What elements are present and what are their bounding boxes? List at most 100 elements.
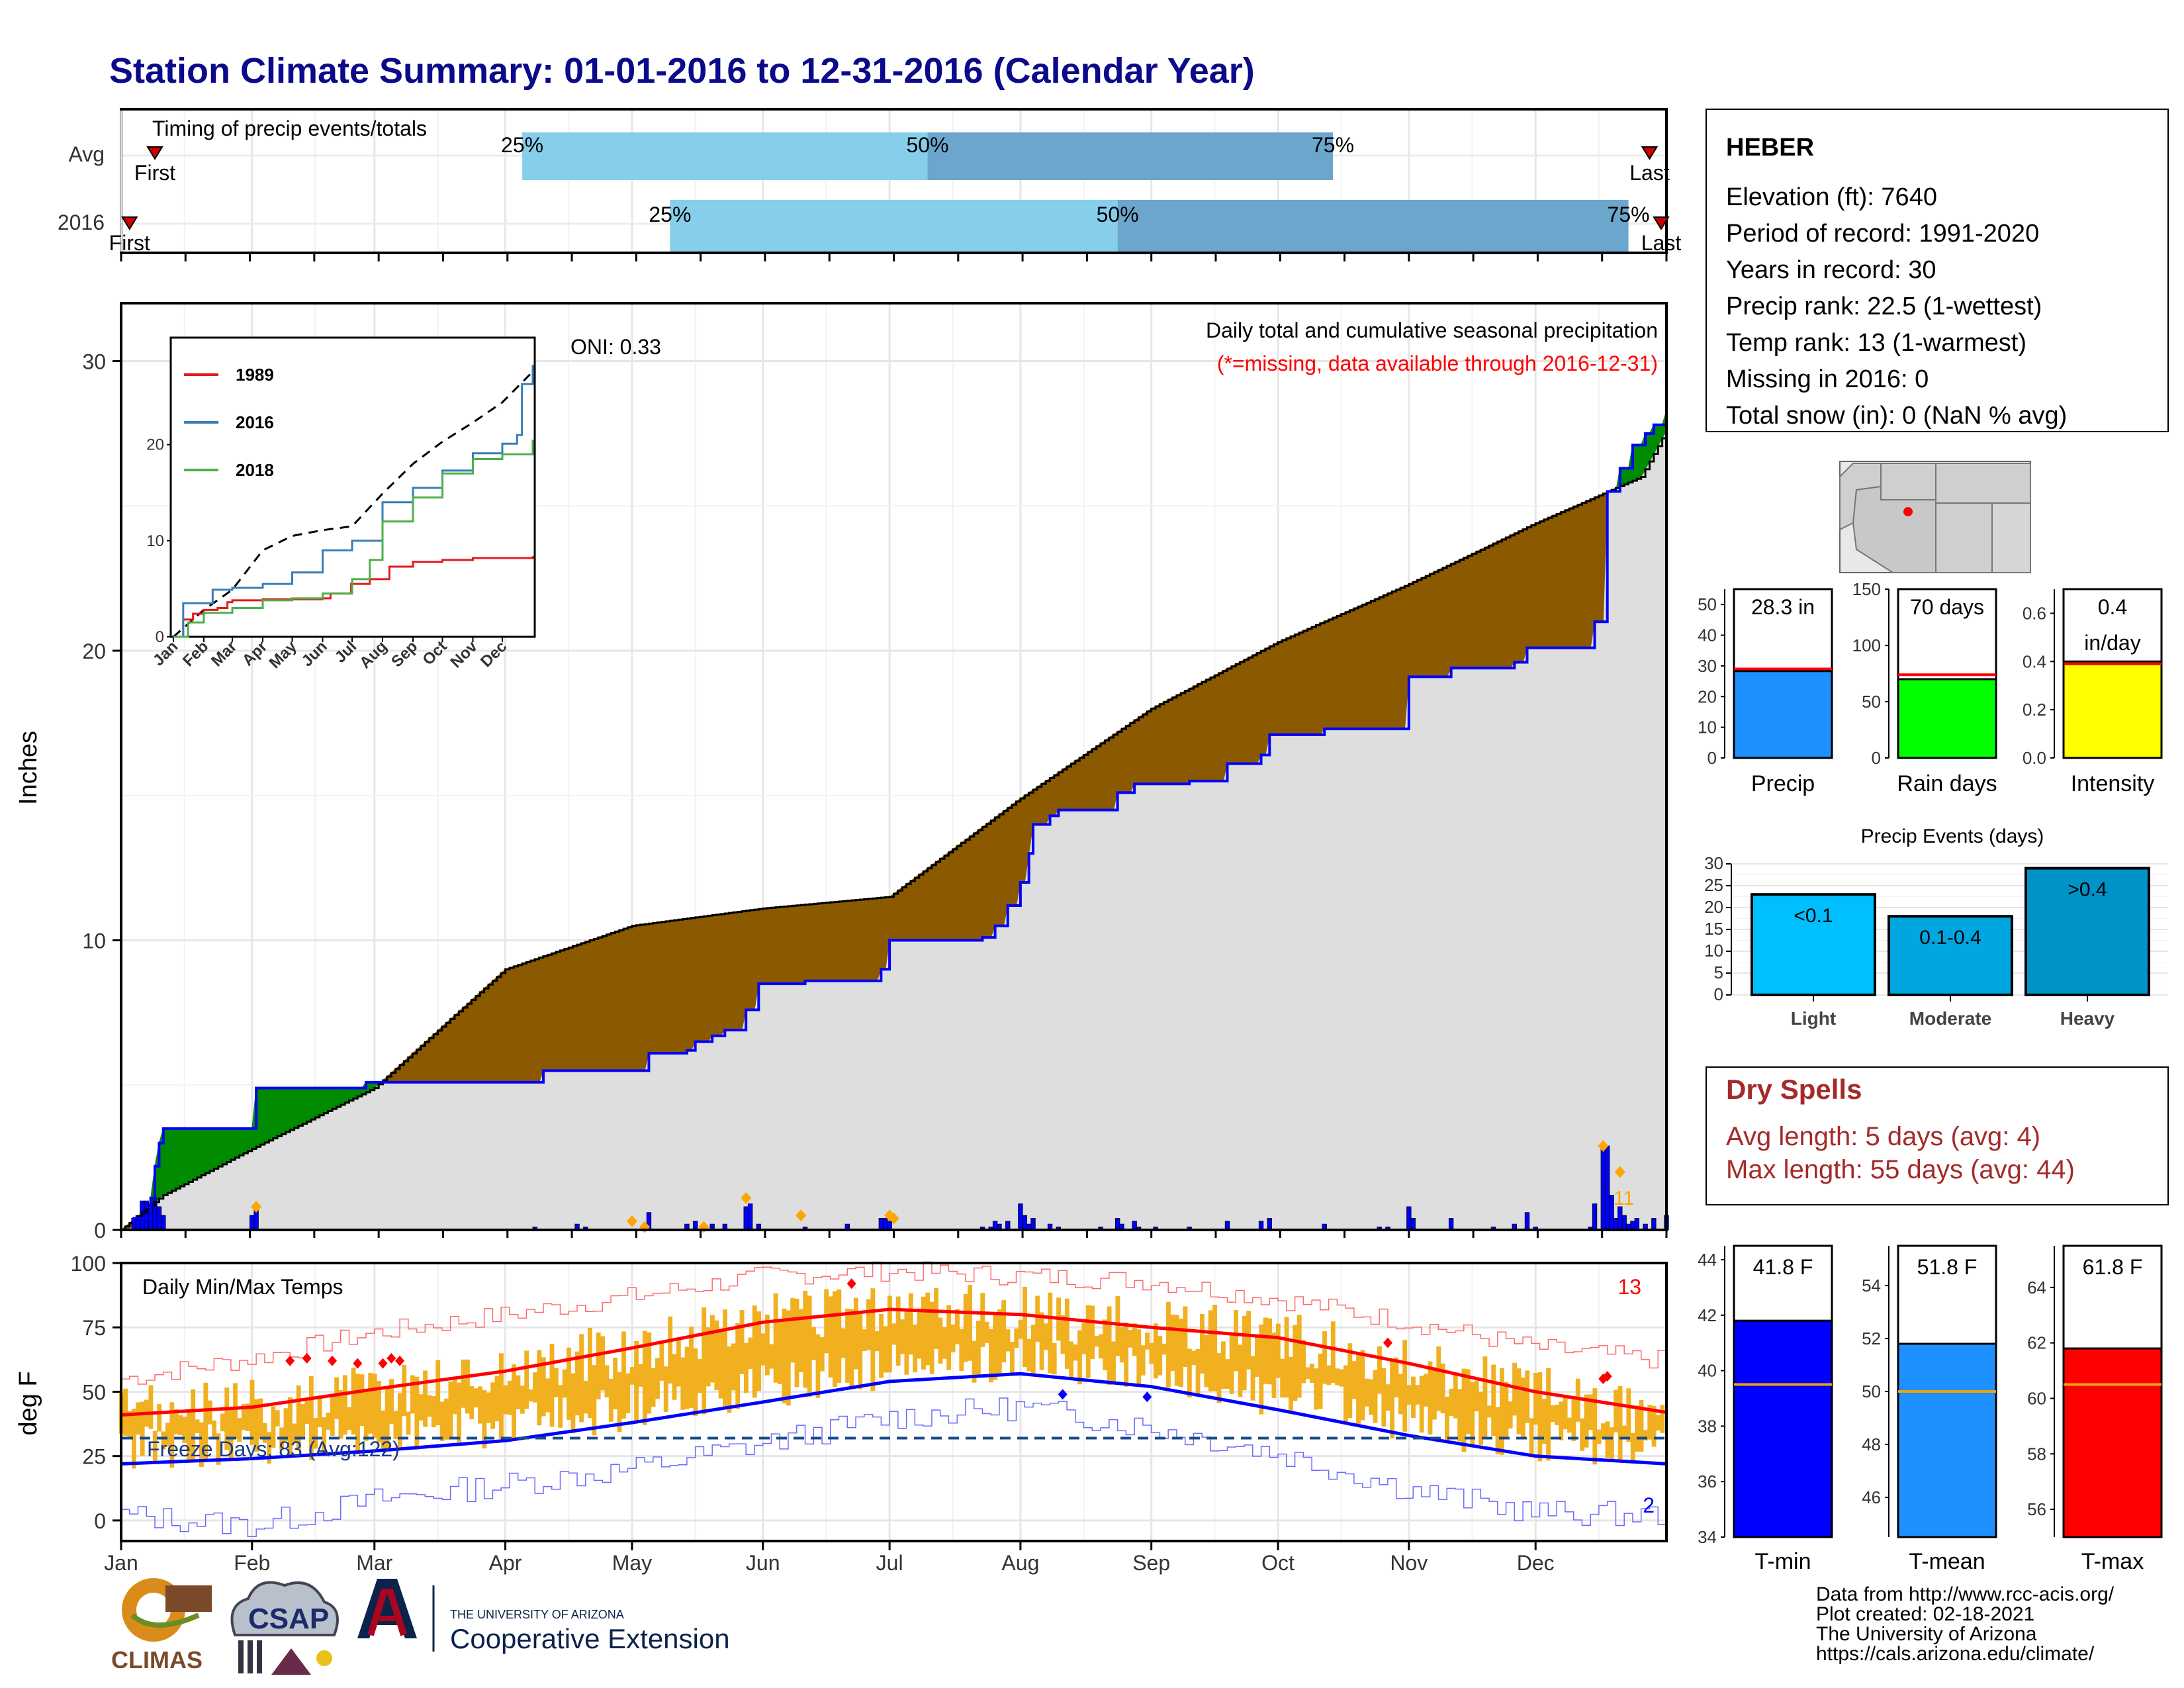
below-normal-area	[1138, 714, 1144, 784]
below-normal-area	[1146, 708, 1152, 784]
daily-temp-range-bar	[1301, 1340, 1306, 1383]
daily-temp-range-bar	[267, 1432, 271, 1464]
daily-temp-range-bar	[714, 1320, 719, 1391]
station-name: HEBER	[1726, 134, 1814, 162]
daily-temp-range-bar	[1529, 1418, 1534, 1458]
below-normal-area	[1117, 728, 1122, 793]
daily-temp-range-bar	[1639, 1399, 1644, 1452]
inset-series-line	[173, 440, 534, 638]
month-label: Oct	[1261, 1551, 1295, 1575]
daily-temp-range-bar	[397, 1393, 402, 1447]
low-record-count: 2	[1643, 1493, 1655, 1517]
daily-temp-range-bar	[625, 1373, 631, 1414]
below-normal-area	[927, 864, 933, 941]
daily-temp-range-bar	[1436, 1346, 1441, 1411]
daily-temp-range-bar	[1360, 1350, 1365, 1421]
daily-temp-range-bar	[879, 1313, 884, 1378]
daily-temp-range-bar	[212, 1420, 217, 1438]
oni-value: ONI: 0.33	[570, 335, 661, 359]
station-info-box: HEBER Elevation (ft): 7640 Period of rec…	[1706, 109, 2169, 432]
daily-temp-range-bar	[418, 1394, 424, 1421]
daily-temp-range-bar	[1069, 1341, 1074, 1378]
daily-temp-range-bar	[1381, 1368, 1387, 1427]
below-normal-area	[1066, 763, 1071, 811]
daily-temp-range-bar	[478, 1386, 482, 1424]
timing-p50-label: 50%	[1097, 203, 1139, 226]
daily-temp-range-bar	[486, 1392, 491, 1423]
events-bar-label: >0.4	[2068, 879, 2107, 901]
daily-temp-range-bar	[731, 1343, 736, 1391]
daily-temp-range-bar	[824, 1289, 829, 1354]
below-normal-area	[1320, 621, 1325, 736]
below-normal-area	[644, 923, 649, 1071]
daily-temp-range-bar	[891, 1323, 897, 1345]
below-normal-area	[839, 900, 844, 982]
below-normal-area	[880, 896, 886, 970]
daily-temp-range-bar	[288, 1397, 293, 1456]
daily-temp-range-bar	[224, 1387, 230, 1450]
below-normal-area	[1446, 563, 1452, 677]
below-normal-area	[551, 951, 557, 1071]
below-normal-area	[830, 901, 835, 982]
daily-temp-range-bar	[406, 1411, 411, 1435]
daily-temp-range-bar	[1411, 1376, 1416, 1419]
inset-y-tick-label: 10	[146, 532, 164, 550]
daily-temp-range-bar	[1153, 1323, 1158, 1379]
page-title: Station Climate Summary: 01-01-2016 to 1…	[109, 51, 1255, 91]
below-normal-area	[1020, 794, 1025, 883]
daily-temp-range-bar	[1305, 1367, 1310, 1380]
above-normal-area	[192, 1128, 198, 1180]
last-event-label: Last	[1641, 231, 1682, 255]
daily-temp-range-bar	[592, 1365, 597, 1436]
daily-temp-range-bar	[1043, 1323, 1048, 1350]
below-normal-area	[594, 937, 599, 1071]
daily-temp-range-bar	[1234, 1310, 1238, 1372]
below-normal-area	[720, 913, 725, 1037]
daily-temp-range-bar	[1486, 1405, 1492, 1418]
daily-temp-range-bar	[841, 1328, 846, 1358]
daily-temp-range-bar	[997, 1309, 1002, 1377]
below-normal-area	[653, 921, 658, 1054]
below-normal-area	[745, 910, 751, 1010]
daily-temp-range-bar	[161, 1431, 166, 1450]
below-normal-area	[580, 941, 586, 1071]
daily-temp-range-bar	[1339, 1369, 1344, 1387]
temp-bar-tick-label: 50	[1862, 1382, 1881, 1401]
precip-y-tick-label: 0	[94, 1219, 106, 1243]
precip-y-tick-label: 20	[82, 639, 106, 663]
daily-precip-bar	[1448, 1218, 1454, 1231]
daily-temp-range-bar	[1132, 1323, 1137, 1356]
above-normal-area	[222, 1128, 227, 1165]
below-normal-area	[1492, 541, 1498, 669]
month-axis: Jan Feb Mar Apr May Jun Jul Aug Sep Oct Nov Dec	[104, 1541, 1555, 1575]
daily-temp-range-bar	[1622, 1425, 1627, 1438]
daily-temp-range-bar	[1009, 1342, 1015, 1374]
below-normal-area	[1256, 650, 1262, 764]
below-normal-area	[1091, 745, 1097, 811]
below-normal-area	[1556, 511, 1562, 649]
below-normal-area	[784, 906, 789, 984]
below-normal-area	[1142, 710, 1148, 784]
daily-temp-range-bar	[845, 1308, 850, 1383]
daily-precip-bar	[1634, 1218, 1640, 1231]
below-normal-area	[669, 919, 675, 1054]
below-normal-area	[543, 954, 548, 1071]
temp-y-label: deg F	[15, 1371, 42, 1435]
below-normal-area	[1451, 561, 1456, 669]
below-normal-area	[1083, 751, 1089, 811]
inset-legend-label: 2016	[236, 412, 274, 432]
daily-temp-range-bar	[1390, 1358, 1395, 1438]
daily-temp-range-bar	[1424, 1374, 1429, 1407]
month-label: Dec	[1517, 1551, 1555, 1575]
events-bar-label: <0.1	[1794, 905, 1833, 927]
below-normal-area	[467, 999, 473, 1083]
daily-temp-range-bar	[1541, 1399, 1547, 1444]
daily-temp-range-bar	[723, 1309, 727, 1409]
timing-title: Timing of precip events/totals	[152, 117, 427, 140]
daily-precip-bar	[1621, 1215, 1627, 1231]
below-normal-area	[821, 902, 827, 982]
below-normal-area	[729, 912, 734, 1031]
temp-bar-tick-label: 60	[2027, 1388, 2046, 1408]
daily-precip-bar	[1600, 1149, 1606, 1231]
daily-temp-range-bar	[756, 1311, 762, 1391]
